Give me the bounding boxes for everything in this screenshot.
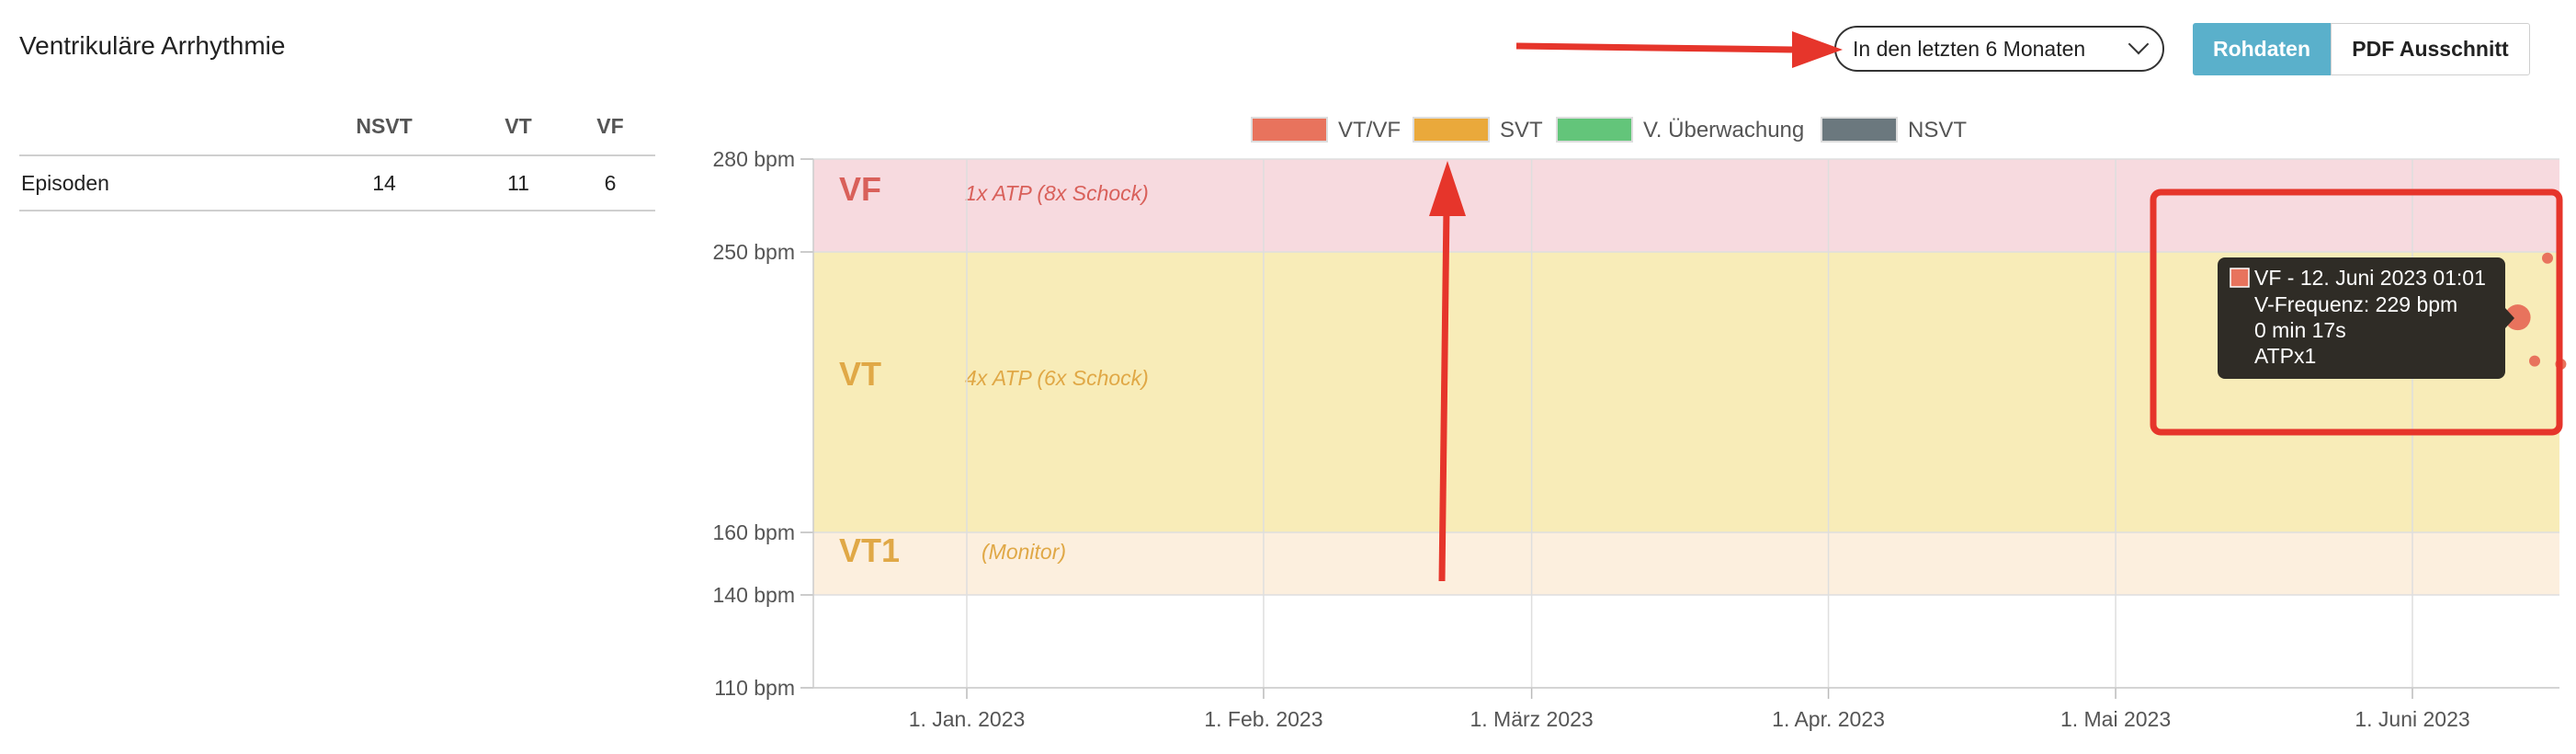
header-vf: VF <box>596 114 624 138</box>
legend-label: VT/VF <box>1338 118 1401 143</box>
legend-swatch <box>1251 117 1328 143</box>
x-tick-label: 1. Apr. 2023 <box>1772 707 1885 731</box>
data-point-highlighted[interactable] <box>2504 304 2531 331</box>
time-range-select[interactable]: In den letzten 6 Monaten <box>1834 26 2164 72</box>
arrowhead-up <box>1429 161 1466 216</box>
value-nsvt: 14 <box>372 171 396 195</box>
zone-therapy-vt: 4x ATP (6x Schock) <box>965 366 1149 390</box>
x-tick-label: 1. März 2023 <box>1470 707 1593 731</box>
pdf-excerpt-button[interactable]: PDF Ausschnitt <box>2331 23 2530 75</box>
view-toggle: Rohdaten PDF Ausschnitt <box>2193 23 2530 75</box>
time-range-value: In den letzten 6 Monaten <box>1853 37 2086 61</box>
tooltip-line: 0 min 17s <box>2254 318 2346 342</box>
tooltip-title: VF - 12. Juni 2023 01:01 <box>2254 266 2486 290</box>
highlight-box <box>2150 188 2563 436</box>
x-tick-label: 1. Jan. 2023 <box>909 707 1026 731</box>
episode-summary-table: NSVT VT VF Episoden 14 11 6 <box>19 110 655 211</box>
value-vt: 11 <box>507 171 529 195</box>
tooltip-pointer <box>2505 308 2514 328</box>
arrow-to-dropdown <box>1515 42 1793 53</box>
x-tick-label: 1. Juni 2023 <box>2355 707 2469 731</box>
legend-item-0[interactable]: VT/VF <box>1251 117 1401 143</box>
zone-label-vt: VT <box>839 355 881 393</box>
legend-label: V. Überwachung <box>1643 118 1804 143</box>
zone-vt1 <box>813 532 2559 595</box>
page-title: Ventrikuläre Arrhythmie <box>19 31 286 60</box>
tooltip: VF - 12. Juni 2023 01:01V-Frequenz: 229 … <box>2218 257 2514 379</box>
zone-vf <box>813 159 2559 252</box>
table-header: NSVT VT VF <box>19 110 655 156</box>
tooltip-line: V-Frequenz: 229 bpm <box>2254 292 2457 316</box>
y-tick-label: 280 bpm <box>712 147 795 171</box>
arrowhead-right <box>1792 31 1843 68</box>
data-point[interactable] <box>2542 252 2554 264</box>
legend-label: SVT <box>1500 118 1543 143</box>
legend-item-3[interactable]: NSVT <box>1821 117 1967 143</box>
header-vt: VT <box>505 114 532 138</box>
zone-label-vf: VF <box>839 170 881 208</box>
table-row: Episoden 14 11 6 <box>19 156 655 211</box>
header-nsvt: NSVT <box>356 114 413 138</box>
legend-item-1[interactable]: SVT <box>1413 117 1543 143</box>
zone-therapy-vt1: (Monitor) <box>982 540 1066 564</box>
row-label: Episoden <box>21 171 109 195</box>
tooltip-box <box>2218 257 2505 379</box>
x-tick-label: 1. Feb. 2023 <box>1204 707 1322 731</box>
legend-item-2[interactable]: V. Überwachung <box>1556 117 1804 143</box>
zone-label-vt1: VT1 <box>839 531 900 569</box>
y-tick-label: 110 bpm <box>714 676 795 700</box>
raw-data-button[interactable]: Rohdaten <box>2193 23 2331 75</box>
arrow-to-legend <box>1438 206 1450 582</box>
legend-swatch <box>1556 117 1633 143</box>
value-vf: 6 <box>604 171 617 195</box>
legend-swatch <box>1413 117 1490 143</box>
tooltip-swatch <box>2230 268 2250 288</box>
y-tick-label: 160 bpm <box>712 520 795 544</box>
legend-label: NSVT <box>1908 118 1967 143</box>
legend-swatch <box>1821 117 1898 143</box>
data-point[interactable] <box>2529 355 2541 367</box>
tooltip-line: ATPx1 <box>2254 344 2316 368</box>
y-tick-label: 250 bpm <box>712 240 795 264</box>
y-tick-label: 140 bpm <box>712 583 795 607</box>
zone-therapy-vf: 1x ATP (8x Schock) <box>965 181 1149 205</box>
x-tick-label: 1. Mai 2023 <box>2060 707 2171 731</box>
